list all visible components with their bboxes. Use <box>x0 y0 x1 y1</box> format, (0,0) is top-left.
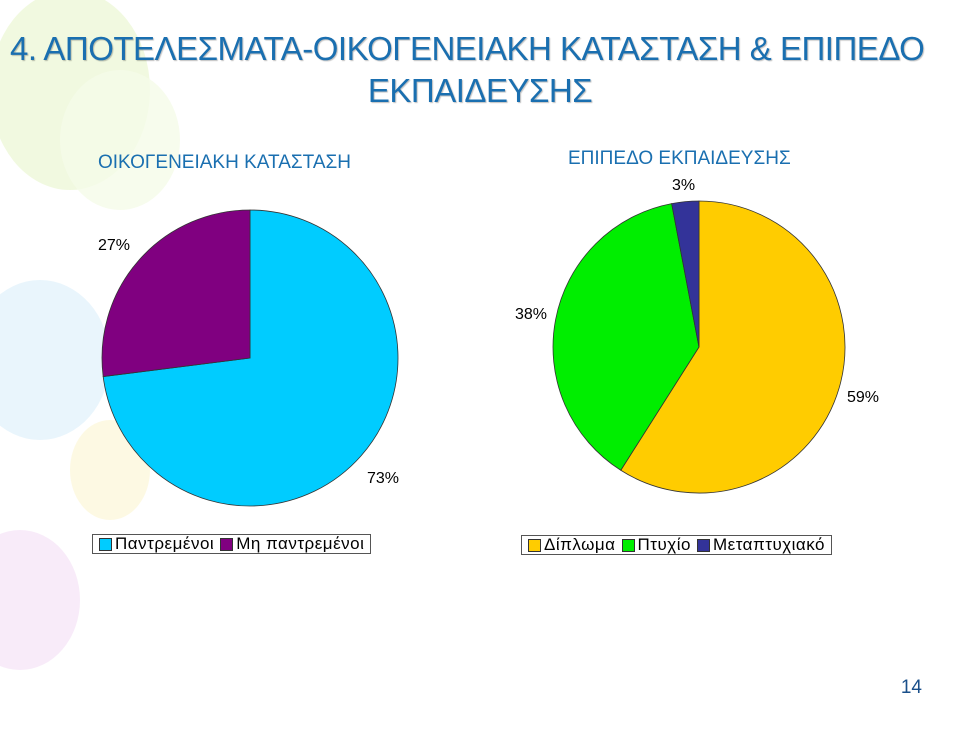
pie-1-label-unmarried: 27% <box>98 237 130 254</box>
legend-swatch-masters <box>696 538 710 552</box>
pie-slice-masters <box>671 200 700 348</box>
pie-slice-unmarried <box>101 209 251 377</box>
legend-item-degree: Πτυχίο <box>621 535 691 555</box>
chart-2-legend: Δίπλωμα Πτυχίο Μεταπτυχιακό <box>521 535 833 555</box>
legend-swatch-diploma <box>528 538 541 552</box>
legend-item-unmarried: Μη παντρεμένοι <box>220 534 364 554</box>
legend-swatch-degree <box>621 538 635 552</box>
legend-label-degree: Πτυχίο <box>637 535 691 554</box>
chart-1-legend: Παντρεμένοι Μη παντρεμένοι <box>92 534 372 554</box>
legend-item-married: Παντρεμένοι <box>99 534 214 554</box>
page-number: 14 <box>900 677 922 698</box>
pie-chart-education-level <box>552 200 846 494</box>
legend-label-married: Παντρεμένοι <box>115 534 215 553</box>
legend-swatch-unmarried <box>220 537 234 551</box>
balloon-decoration <box>0 280 110 440</box>
pie-slice-diploma <box>620 200 846 494</box>
legend-swatch-married <box>99 537 112 551</box>
slide-title-line-1: 4. ΑΠΟΤΕΛΕΣΜΑΤΑ-ΟΙΚΟΓΕΝΕΙΑΚΗ ΚΑΤΑΣΤΑΣΗ &… <box>10 30 925 67</box>
pie-slice-married <box>102 209 399 507</box>
chart-1-title: ΟΙΚΟΓΕΝΕΙΑΚΗ ΚΑΤΑΣΤΑΣΗ <box>98 152 351 173</box>
legend-label-diploma: Δίπλωμα <box>544 535 616 554</box>
pie-chart-marital-status <box>101 209 399 507</box>
pie-2-label-diploma: 59% <box>847 389 879 406</box>
legend-item-masters: Μεταπτυχιακό <box>696 535 826 555</box>
legend-item-diploma: Δίπλωμα <box>528 535 616 555</box>
pie-2-label-masters: 3% <box>672 177 695 194</box>
slide-title-line-2: ΕΚΠΑΙΔΕΥΣΗΣ <box>367 72 593 109</box>
balloon-decoration <box>0 530 80 670</box>
balloon-decoration <box>60 70 180 210</box>
chart-2-title: ΕΠΙΠΕΔΟ ΕΚΠΑΙΔΕΥΣΗΣ <box>568 148 791 169</box>
pie-slice-degree <box>552 203 700 471</box>
legend-label-unmarried: Μη παντρεμένοι <box>236 534 365 553</box>
pie-2-label-degree: 38% <box>515 306 547 323</box>
pie-1-label-married: 73% <box>367 470 399 487</box>
legend-label-masters: Μεταπτυχιακό <box>712 535 826 554</box>
